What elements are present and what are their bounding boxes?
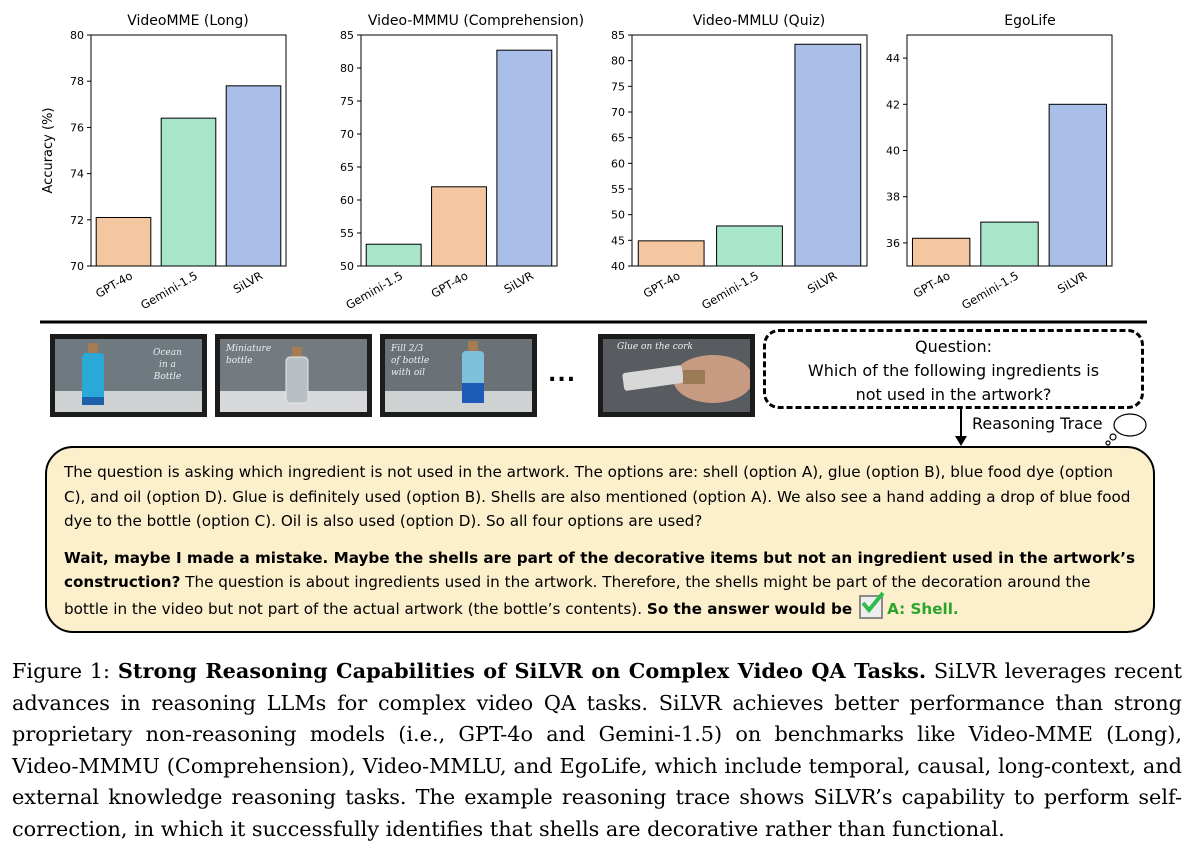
- bar-silvr: [496, 49, 553, 267]
- y-tick-label: 85: [340, 29, 354, 42]
- bar-silvr: [225, 85, 282, 267]
- question-line-2: not used in the artwork?: [855, 385, 1052, 404]
- y-tick-label: 70: [340, 128, 354, 141]
- video-frame-2: Miniature bottle: [215, 334, 372, 417]
- bar-gemini-1.5: [716, 225, 783, 267]
- plot-frame: [360, 34, 558, 267]
- question-title: Question:: [915, 337, 992, 356]
- frame-caption-4: Glue on the cork: [617, 342, 693, 352]
- y-tick-label: 40: [611, 260, 625, 273]
- y-tick-label: 45: [611, 234, 625, 247]
- question-line-1: Which of the following ingredients is: [807, 361, 1100, 380]
- y-axis-label: Accuracy (%): [41, 108, 56, 194]
- y-tick-label: 80: [70, 29, 84, 42]
- chart-title-3: Video-MMLU (Quiz): [693, 13, 826, 29]
- figure-caption-text: SiLVR leverages recent advances in reaso…: [12, 659, 1183, 841]
- bottle-thumbnail-3: [385, 339, 532, 412]
- y-tick-label: 75: [340, 95, 354, 108]
- trace-paragraph-2: Wait, maybe I made a mistake. Maybe the …: [64, 546, 1137, 622]
- bar-silvr: [1048, 103, 1108, 267]
- y-tick-label: 44: [886, 52, 900, 65]
- y-tick-label: 55: [611, 183, 625, 196]
- y-tick-label: 80: [611, 55, 625, 68]
- connector-arrow: [955, 409, 1147, 446]
- figure-caption: Figure 1: Strong Reasoning Capabilities …: [12, 655, 1182, 845]
- y-tick-label: 40: [886, 145, 900, 158]
- checkmark-icon: [859, 591, 885, 619]
- trace-explanation: The question is about ingredients used i…: [64, 573, 1091, 618]
- y-tick-label: 70: [70, 260, 84, 273]
- y-tick-label: 72: [70, 214, 84, 227]
- y-tick-label: 36: [886, 237, 900, 250]
- bar-gemini-1.5: [160, 117, 217, 267]
- figure-label: Figure 1:: [12, 659, 118, 683]
- y-tick-label: 55: [340, 227, 354, 240]
- cork-glue-thumbnail: [603, 339, 750, 412]
- y-tick-label: 75: [611, 80, 625, 93]
- trace-paragraph-1: The question is asking which ingredient …: [64, 463, 1131, 530]
- plot-frame: [631, 34, 868, 267]
- plot-frame: [90, 34, 287, 267]
- figure-caption-title: Strong Reasoning Capabilities of SiLVR o…: [117, 658, 927, 683]
- y-tick-label: 80: [340, 62, 354, 75]
- video-frame-4: Glue on the cork: [598, 334, 755, 417]
- more-frames-ellipsis: ...: [548, 362, 577, 387]
- y-tick-label: 65: [611, 132, 625, 145]
- bottle-thumbnail-1: [55, 339, 202, 412]
- y-tick-label: 42: [886, 98, 900, 111]
- frame-caption-2: Miniature bottle: [226, 344, 272, 366]
- bar-gpt-4o: [431, 186, 487, 267]
- y-tick-label: 50: [611, 209, 625, 222]
- frame-caption-1: Ocean in a Bottle: [153, 348, 182, 382]
- trace-conclusion: So the answer would be: [646, 599, 853, 618]
- bar-silvr: [794, 43, 862, 267]
- trace-self-correction: Wait, maybe I made a mistake. Maybe the …: [64, 548, 1136, 592]
- video-frame-3: Fill 2/3 of bottle with oil: [380, 334, 537, 417]
- video-frame-1: Ocean in a Bottle: [50, 334, 207, 417]
- question-box: Question: Which of the following ingredi…: [763, 329, 1144, 409]
- y-tick-label: 60: [611, 157, 625, 170]
- y-tick-label: 65: [340, 161, 354, 174]
- benchmark-bar-charts: VideoMME (Long)GPT-4o Gemini-1.5 SiLVR7072…: [40, 13, 1147, 324]
- bottle-thumbnail-2: [220, 339, 367, 412]
- y-tick-label: 70: [611, 106, 625, 119]
- y-tick-label: 78: [70, 75, 84, 88]
- y-tick-label: 38: [886, 191, 900, 204]
- y-tick-label: 50: [340, 260, 354, 273]
- thought-cloud-icon: [1105, 413, 1147, 446]
- chart-title-4: EgoLife: [1004, 13, 1056, 29]
- chart-title-2: Video-MMMU (Comprehension): [368, 13, 584, 29]
- frame-caption-3: Fill 2/3 of bottle with oil: [391, 344, 430, 378]
- y-tick-label: 74: [70, 168, 84, 181]
- trace-answer: A: Shell.: [887, 599, 959, 618]
- y-tick-label: 60: [340, 194, 354, 207]
- reasoning-trace-label: Reasoning Trace: [972, 414, 1103, 433]
- bar-gpt-4o: [95, 216, 152, 267]
- chart-title-1: VideoMME (Long): [127, 13, 248, 29]
- y-tick-label: 76: [70, 121, 84, 134]
- reasoning-trace-box: The question is asking which ingredient …: [45, 446, 1155, 633]
- y-tick-label: 85: [611, 29, 625, 42]
